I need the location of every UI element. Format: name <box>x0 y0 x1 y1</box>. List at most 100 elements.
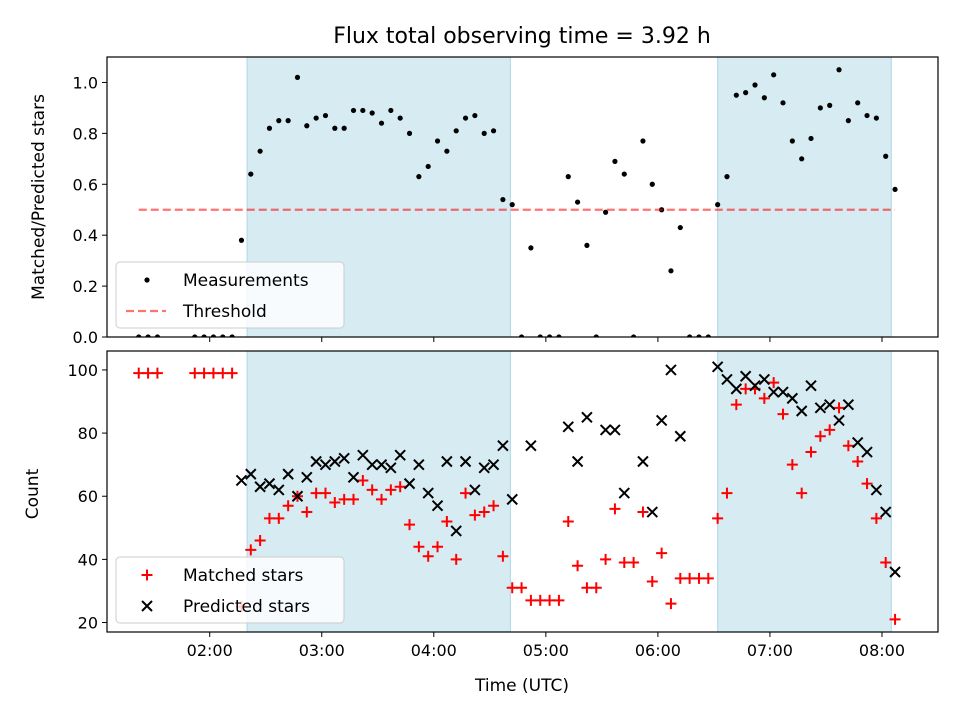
measurements-point <box>444 148 450 154</box>
matched-stars-point <box>217 367 229 379</box>
predicted-stars-point <box>469 484 481 496</box>
measurements-point <box>733 92 739 98</box>
legend-box <box>115 556 345 624</box>
matched-stars-point <box>684 572 696 584</box>
measurements-point <box>621 171 627 177</box>
measurements-point <box>612 158 618 164</box>
predicted-stars-point <box>618 487 630 499</box>
measurements-point <box>369 110 375 116</box>
x-tick-label: 02:00 <box>187 641 233 660</box>
bottom-panel-count-plot: 02:00 03:00 04:00 05:00 06:00 07:00 08:00 20 40 6… <box>67 350 939 660</box>
predicted-stars-point <box>291 490 304 502</box>
measurements-point <box>238 237 245 243</box>
top-panel-y-axis-label: Matched/Predicted stars <box>29 94 49 300</box>
predicted-stars-point <box>525 440 537 452</box>
predicted-stars-point <box>795 405 808 417</box>
measurements-point <box>817 105 823 111</box>
matched-stars-point <box>189 367 201 379</box>
matched-stars-point <box>329 497 341 509</box>
matched-stars-point <box>525 594 537 606</box>
measurements-point <box>145 334 151 337</box>
predicted-stars-point <box>805 380 817 392</box>
matched-stars-point <box>824 424 836 436</box>
predicted-stars-point <box>581 411 593 424</box>
matched-stars-point <box>282 500 294 512</box>
predicted-stars-point <box>674 430 687 442</box>
predicted-stars-point <box>749 380 761 392</box>
matched-stars-point <box>628 557 640 569</box>
predicted-stars-point <box>571 455 584 468</box>
predicted-stars-point <box>450 525 462 537</box>
predicted-stars-point <box>655 414 668 427</box>
matched-stars-point <box>450 553 462 565</box>
measurements-point <box>603 209 609 215</box>
measurements-point <box>780 100 786 106</box>
matched-stars-point <box>880 557 892 569</box>
measurements-point <box>565 174 571 180</box>
y-tick-label: 0.4 <box>73 226 98 245</box>
measurements-point <box>248 171 254 177</box>
measurements-point <box>696 334 702 337</box>
matched-stars-point <box>516 582 528 594</box>
axes-frame <box>106 56 939 338</box>
predicted-stars-point <box>263 477 276 490</box>
matched-stars-legend-swatch <box>141 569 153 581</box>
matched-stars-point <box>702 572 714 584</box>
matched-stars-point <box>347 493 359 505</box>
matched-stars-point <box>852 456 864 468</box>
measurements-point <box>220 334 226 337</box>
measurements-point <box>434 138 441 144</box>
x-tick-label: 07:00 <box>747 641 793 660</box>
measurements-point <box>677 224 683 231</box>
predicted-stars-point <box>730 383 743 395</box>
measurements-point <box>350 107 357 114</box>
matched-stars-point <box>506 582 518 594</box>
predicted-stars-point <box>357 449 369 461</box>
matched-stars-point <box>310 487 322 499</box>
y-tick-label: 1.0 <box>73 73 98 92</box>
measurements-point <box>406 130 413 136</box>
matched-stars-point <box>618 557 630 569</box>
matched-stars-point <box>460 487 472 499</box>
measurements-point <box>640 138 646 144</box>
matched-stars-point <box>207 367 219 379</box>
predicted-stars-point <box>459 455 472 468</box>
predicted-stars-point <box>310 455 322 468</box>
measurements-point <box>761 95 767 101</box>
matched-stars-point <box>544 594 556 606</box>
measurements-point <box>546 334 553 337</box>
matched-stars-point <box>422 550 434 562</box>
measurements-point <box>285 118 291 124</box>
predicted-stars-point <box>814 402 827 414</box>
matched-stars-point <box>889 613 901 625</box>
predicted-stars-point <box>329 455 341 468</box>
predicted-stars-point <box>767 386 780 398</box>
predicted-stars-point <box>403 477 416 490</box>
predicted-stars-point <box>487 458 500 471</box>
matched-stars-point <box>609 503 621 515</box>
measurements-point <box>416 174 422 180</box>
predicted-stars-legend-swatch <box>141 600 153 612</box>
measurements-point <box>845 118 851 124</box>
measurements-point <box>210 334 217 337</box>
measurements-point <box>631 334 637 337</box>
y-tick-label: 20 <box>78 614 98 633</box>
measurements-point <box>752 82 758 88</box>
predicted-stars-point <box>375 458 388 471</box>
matched-stars-point <box>301 506 313 518</box>
measurements-point <box>397 115 403 121</box>
matched-stars-point <box>861 478 873 490</box>
measurements-point <box>836 67 842 73</box>
predicted-stars-legend-label: Predicted stars <box>183 597 310 617</box>
predicted-stars-point <box>711 361 724 373</box>
measurements-point <box>892 186 898 192</box>
matched-stars-point <box>870 512 882 524</box>
matched-stars-point <box>730 399 742 411</box>
measurements-point <box>509 202 515 208</box>
matched-stars-point <box>721 487 733 499</box>
y-tick-label: 0.8 <box>73 124 98 143</box>
measurements-point <box>799 156 805 162</box>
measurements-point <box>715 202 721 208</box>
matched-stars-point <box>786 459 798 471</box>
